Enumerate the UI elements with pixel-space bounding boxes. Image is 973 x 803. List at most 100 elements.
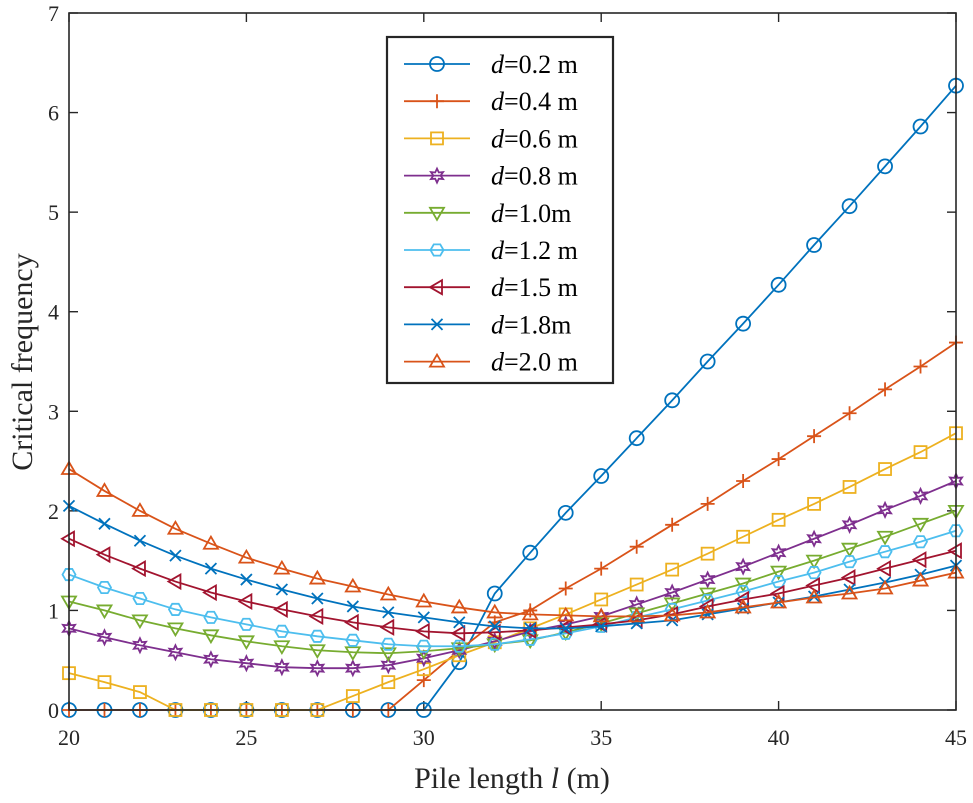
- data-point: [806, 237, 822, 253]
- data-point: [308, 644, 326, 660]
- data-point: [522, 632, 538, 646]
- data-point: [204, 562, 218, 575]
- data-point: [912, 535, 929, 549]
- data-point: [450, 642, 468, 658]
- data-point: [842, 555, 858, 569]
- data-point: [842, 480, 857, 494]
- data-point: [379, 618, 395, 636]
- x-tick-label: 30: [413, 725, 435, 750]
- data-point: [415, 592, 433, 608]
- legend-label: d=1.5 m: [491, 273, 578, 302]
- legend-marker: [430, 131, 444, 146]
- data-point: [416, 639, 432, 653]
- data-point: [628, 607, 646, 623]
- series-9: [60, 460, 965, 623]
- data-point: [238, 617, 254, 631]
- data-point: [132, 636, 148, 655]
- data-point: [770, 593, 788, 609]
- data-point: [344, 659, 361, 678]
- y-tick-label: 6: [48, 101, 59, 126]
- data-point: [486, 585, 503, 602]
- data-point: [735, 584, 751, 599]
- legend-marker: [428, 352, 446, 368]
- data-point: [344, 613, 359, 631]
- data-point: [807, 590, 821, 603]
- data-point: [203, 650, 219, 669]
- legend-marker: [429, 243, 445, 257]
- data-point: [699, 570, 716, 589]
- legend-label: d=0.6 m: [491, 124, 578, 153]
- data-point: [273, 640, 291, 656]
- legend-marker: [428, 278, 443, 296]
- data-point: [486, 603, 504, 619]
- y-tick-label: 5: [48, 200, 59, 225]
- legend-label: d=2.0 m: [491, 348, 578, 377]
- data-point: [240, 573, 253, 586]
- data-point: [771, 512, 786, 527]
- data-point: [131, 614, 149, 630]
- data-point: [132, 591, 148, 606]
- data-point: [96, 581, 113, 595]
- data-point: [698, 597, 714, 616]
- y-axis-title: Critical frequency: [6, 253, 39, 470]
- legend-marker: [430, 318, 444, 331]
- data-point: [95, 482, 114, 497]
- data-point: [557, 606, 575, 622]
- data-point: [380, 656, 397, 675]
- data-point: [166, 622, 185, 638]
- data-point: [841, 198, 858, 215]
- data-point: [169, 549, 182, 562]
- data-point: [842, 406, 857, 421]
- data-point: [911, 571, 930, 587]
- data-point: [522, 544, 539, 561]
- data-point: [876, 530, 894, 546]
- data-point: [167, 643, 184, 662]
- data-point: [805, 576, 820, 595]
- legend-item: d=1.5 m: [404, 273, 578, 302]
- data-point: [771, 452, 786, 467]
- data-point: [95, 604, 114, 620]
- data-point: [379, 585, 397, 601]
- data-point: [382, 606, 395, 619]
- x-tick-label: 40: [768, 725, 790, 750]
- data-point: [594, 561, 609, 576]
- data-point: [237, 548, 255, 564]
- data-point: [913, 359, 928, 374]
- series-layer: [60, 77, 965, 718]
- data-point: [559, 622, 572, 635]
- data-point: [735, 557, 752, 576]
- data-point: [628, 430, 645, 447]
- data-point: [379, 647, 397, 663]
- data-point: [876, 560, 891, 578]
- data-point: [629, 539, 644, 554]
- data-point: [417, 611, 430, 624]
- data-point: [734, 577, 752, 593]
- legend-box: [385, 35, 615, 385]
- data-point: [202, 629, 220, 645]
- data-point: [131, 560, 146, 578]
- legend-marker: [429, 166, 445, 185]
- data-point: [453, 616, 466, 629]
- legend-label: d=1.2 m: [491, 236, 578, 265]
- x-axis-title: Pile length l (m): [414, 762, 610, 795]
- data-point: [807, 429, 822, 444]
- legend-item: d=0.4 m: [404, 87, 578, 116]
- legend-marker: [428, 206, 446, 222]
- legend-label: d=0.4 m: [491, 87, 578, 116]
- data-point: [806, 529, 822, 548]
- data-point: [60, 530, 75, 548]
- data-point: [308, 569, 326, 585]
- data-point: [770, 543, 787, 562]
- legend-item: d=0.2 m: [404, 50, 578, 79]
- data-point: [238, 654, 255, 673]
- data-point: [166, 519, 185, 535]
- data-point: [344, 646, 362, 662]
- data-point: [452, 648, 467, 663]
- data-point: [911, 517, 930, 533]
- legend-item: d=1.8m: [404, 310, 571, 339]
- data-point: [736, 529, 751, 544]
- data-point: [309, 629, 325, 643]
- data-point: [237, 592, 253, 611]
- legend-item: d=2.0 m: [404, 348, 578, 377]
